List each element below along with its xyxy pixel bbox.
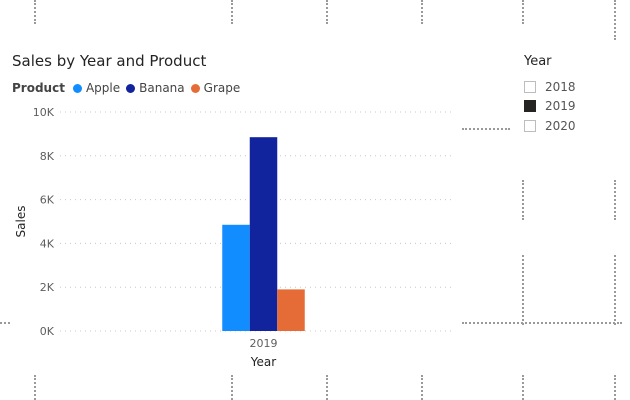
canvas-guide (326, 375, 328, 400)
slicer-option-2019[interactable]: 2019 (524, 97, 576, 117)
slicer-title: Year (524, 54, 552, 69)
y-tick-label: 0K (40, 325, 55, 338)
chart-title: Sales by Year and Product (12, 52, 207, 70)
canvas-guide (614, 375, 616, 400)
canvas-guide (231, 375, 233, 400)
canvas-guide (522, 255, 524, 325)
bar-chart-visual[interactable]: Sales by Year and Product Product Apple … (0, 0, 470, 400)
canvas-guide (614, 0, 616, 40)
chart-plot-area: 0K 2K 4K 6K 8K 10K 2019 Year Sales (14, 106, 455, 369)
bar-grape (277, 289, 305, 331)
bar-apple (222, 224, 250, 331)
y-tick-label: 6K (40, 194, 55, 207)
legend-dot-icon (190, 83, 200, 93)
canvas-guide (421, 0, 423, 24)
canvas-guide (522, 0, 524, 24)
legend-title: Product (12, 81, 65, 95)
y-axis-title: Sales (14, 206, 28, 238)
bar-banana (249, 137, 278, 331)
legend-label: Grape (203, 81, 241, 95)
slicer-option-2018[interactable]: 2018 (524, 77, 576, 97)
slicer-option-label: 2018 (545, 79, 576, 94)
legend-dot-icon (126, 83, 136, 93)
slicer-option-label: 2019 (545, 99, 576, 114)
y-tick-label: 8K (40, 150, 55, 163)
legend-label: Banana (139, 81, 185, 95)
legend-label: Apple (85, 81, 121, 95)
legend-item-banana[interactable]: Banana (126, 81, 185, 95)
slicer-option-label: 2020 (545, 118, 576, 133)
year-slicer: Year 2018 2019 2020 (524, 54, 576, 136)
checkbox-icon[interactable] (524, 80, 536, 93)
canvas-guide (614, 255, 616, 325)
canvas-guide (0, 322, 10, 324)
y-tick-label: 10K (33, 106, 55, 119)
slicer-option-2020[interactable]: 2020 (524, 116, 576, 136)
canvas-guide (326, 0, 328, 24)
canvas-guide (231, 0, 233, 24)
chart-legend: Product Apple Banana Grape (12, 81, 246, 95)
x-tick-label: 2019 (250, 337, 278, 350)
canvas-guide (522, 375, 524, 400)
legend-item-grape[interactable]: Grape (190, 81, 241, 95)
canvas-guide (421, 375, 423, 400)
x-axis-title: Year (250, 355, 276, 369)
canvas-guide (34, 375, 36, 400)
legend-dot-icon (72, 83, 82, 93)
y-tick-label: 2K (40, 281, 55, 294)
y-tick-label: 4K (40, 237, 55, 250)
canvas-guide (34, 0, 36, 24)
legend-item-apple[interactable]: Apple (72, 81, 121, 95)
canvas-guide (522, 180, 524, 220)
canvas-guide (614, 180, 616, 220)
canvas-guide (462, 128, 510, 130)
canvas-guide (462, 322, 622, 324)
checkbox-icon[interactable] (524, 119, 536, 132)
checkbox-icon[interactable] (524, 100, 536, 113)
